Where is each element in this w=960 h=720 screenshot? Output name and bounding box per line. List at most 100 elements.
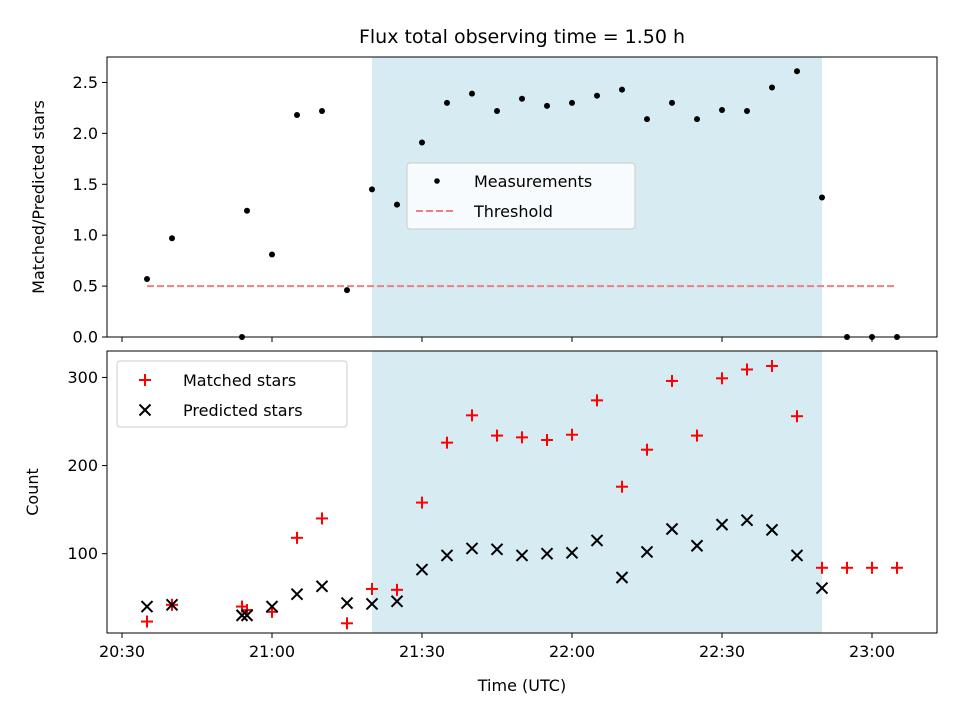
matched-star-marker (716, 372, 728, 385)
matched-star-marker (391, 583, 403, 596)
predicted-star-marker (690, 539, 704, 552)
matched-star-marker (566, 428, 578, 441)
matched-star-marker (441, 436, 453, 449)
legend-cross-symbol (138, 403, 152, 417)
predicted-star-marker (665, 522, 679, 536)
x-tick-label: 21:30 (399, 642, 445, 661)
measurement-point (444, 99, 450, 106)
matched-star-marker (791, 410, 803, 423)
count-panel: 100 200 300 20:30 21:00 21:30 22:00 22:30 23:00… (23, 350, 938, 695)
measurement-point (819, 194, 825, 201)
measurement-point (669, 99, 675, 106)
x-tick-label: 22:30 (699, 642, 745, 661)
measurement-point (144, 275, 150, 282)
legend-bottom: Matched stars Predicted stars (116, 360, 348, 428)
measurement-point (544, 102, 550, 109)
y-tick-label: 0.0 (73, 328, 98, 347)
y-axis-label-top: Matched/Predicted stars (29, 100, 48, 294)
measurement-point (569, 99, 575, 106)
predicted-star-marker (765, 523, 779, 537)
predicted-star-marker (240, 609, 254, 622)
axes-frame-bottom (106, 350, 938, 634)
legend-box-top (406, 162, 636, 230)
observing-window-shade-bottom (372, 351, 822, 633)
measurement-point (694, 116, 700, 123)
predicted-star-marker (590, 534, 604, 547)
x-tick-label: 23:00 (849, 642, 895, 661)
measurement-point (319, 107, 325, 114)
predicted-star-marker (615, 571, 629, 584)
ratio-marks (144, 68, 900, 340)
legend-label-measurements: Measurements (474, 172, 592, 191)
y-tick-label: 0.5 (73, 277, 98, 296)
count-marks (140, 359, 903, 630)
legend-top: Measurements Threshold (406, 162, 636, 230)
measurement-point (469, 90, 475, 97)
legend-box-bottom (116, 360, 348, 428)
predicted-star-marker (415, 563, 429, 576)
y-tick-label: 2.5 (73, 73, 98, 92)
flux-ratio-panel: 0.0 0.5 1.0 1.5 2.0 2.5 Flux total observing … (29, 26, 938, 347)
x-tick-label: 21:00 (249, 642, 295, 661)
x-tick-label: 22:00 (549, 642, 595, 661)
legend-label-predicted: Predicted stars (183, 401, 303, 420)
predicted-star-marker (235, 609, 249, 622)
measurement-point (394, 201, 400, 208)
matched-star-marker (516, 431, 528, 444)
matched-star-marker (666, 374, 678, 387)
predicted-star-marker (540, 547, 554, 560)
legend-marker-matched (139, 374, 151, 386)
matched-star-marker (341, 617, 353, 630)
matched-star-marker (291, 531, 303, 544)
y-axis-label-bottom: Count (23, 468, 42, 516)
measurement-point (719, 106, 725, 113)
chart-title: Flux total observing time = 1.50 h (359, 26, 685, 48)
legend-plus-symbol (139, 374, 151, 386)
x-axis-label: Time (UTC) (477, 676, 566, 695)
predicted-star-marker (640, 545, 654, 559)
matched-star-marker (816, 561, 828, 574)
measurement-point (594, 92, 600, 99)
measurement-point (294, 112, 300, 119)
predicted-star-marker (440, 549, 454, 562)
measurement-point (744, 107, 750, 114)
x-axis-ticks-bottom: 20:30 21:00 21:30 22:00 22:30 23:00 (99, 633, 895, 661)
predicted-star-marker (815, 581, 829, 595)
predicted-star-marker (565, 546, 579, 560)
measurement-point (769, 84, 775, 91)
matched-star-marker (616, 480, 628, 493)
predicted-star-marker (790, 549, 804, 562)
matched-star-marker (491, 429, 503, 442)
legend-marker-predicted (138, 403, 152, 417)
y-tick-label: 100 (67, 544, 98, 563)
legend-label-matched: Matched stars (183, 371, 296, 390)
matched-star-marker (741, 363, 753, 376)
y-axis-ticks-bottom: 100 200 300 (67, 368, 107, 563)
predicted-star-marker (315, 580, 329, 593)
matched-star-marker (691, 429, 703, 442)
axes-frame-top (106, 56, 938, 338)
predicted-star-marker (515, 549, 529, 562)
measurement-point (169, 235, 175, 242)
predicted-star-marker (340, 596, 354, 610)
matched-star-marker (416, 496, 428, 509)
y-tick-label: 1.0 (73, 226, 98, 245)
predicted-star-marker (365, 597, 379, 611)
matched-star-marker (466, 409, 478, 422)
matched-star-marker (891, 561, 903, 574)
predicted-star-marker (140, 600, 154, 613)
matched-star-marker (141, 615, 153, 628)
matched-star-marker (591, 394, 603, 407)
predicted-star-marker (290, 588, 304, 601)
predicted-star-marker (715, 518, 729, 531)
matched-star-marker (316, 512, 328, 525)
measurement-point (244, 207, 250, 214)
predicted-star-marker (740, 513, 754, 527)
y-tick-label: 2.0 (73, 124, 98, 143)
y-tick-label: 200 (67, 456, 98, 475)
legend-label-threshold: Threshold (473, 202, 553, 221)
matched-star-marker (866, 561, 878, 574)
measurement-point (794, 68, 800, 75)
y-tick-label: 1.5 (73, 175, 98, 194)
